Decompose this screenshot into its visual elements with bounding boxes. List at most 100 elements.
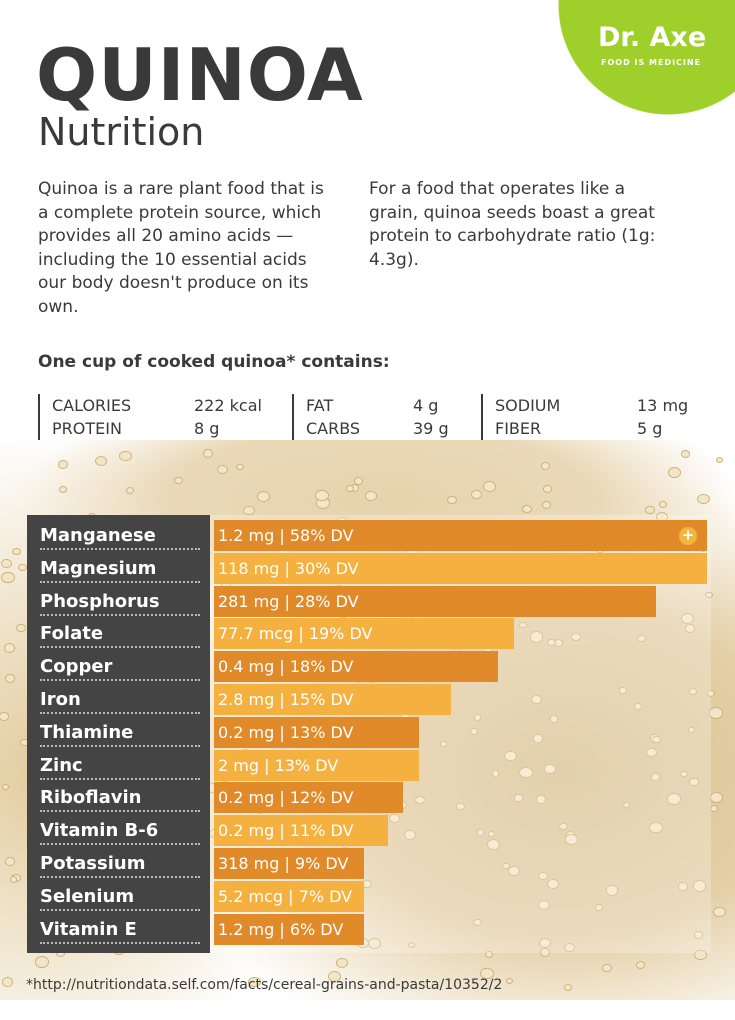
bar: 318 mg | 9% DV <box>214 848 364 879</box>
quinoa-seed <box>651 773 660 780</box>
quinoa-seed <box>596 905 603 911</box>
bar: 118 mg | 30% DV <box>214 552 707 584</box>
quinoa-seed <box>698 494 709 504</box>
bar: 77.7 mcg | 19% DV <box>214 618 514 650</box>
fact-label: SODIUM <box>495 396 561 415</box>
quinoa-seed <box>13 548 21 555</box>
plus-icon[interactable]: + <box>679 527 697 545</box>
bar: 2 mg | 13% DV <box>214 749 420 781</box>
category-label: Potassium <box>40 845 200 878</box>
fact-label: CALORIES <box>52 396 132 415</box>
quinoa-seed <box>337 959 348 968</box>
category-label: Riboflavin <box>40 779 200 813</box>
quinoa-seed <box>402 713 409 719</box>
quinoa-seed <box>606 886 618 895</box>
quinoa-seed <box>12 874 20 881</box>
category-label: Thiamine <box>40 714 200 747</box>
quinoa-seed <box>536 795 546 803</box>
quinoa-seed <box>565 985 572 990</box>
category-label: Copper <box>40 648 200 682</box>
quinoa-seed <box>659 502 667 508</box>
quinoa-seed <box>237 464 243 470</box>
quinoa-seed <box>17 624 25 631</box>
quinoa-seed <box>530 632 542 642</box>
quinoa-seed <box>548 879 558 888</box>
category-label: Vitamin E <box>40 911 200 944</box>
quinoa-seed <box>350 484 359 491</box>
quinoa-seed <box>636 961 645 969</box>
quinoa-seed <box>695 932 702 938</box>
quinoa-seed <box>543 486 552 493</box>
quinoa-seed <box>472 491 481 499</box>
quinoa-seed <box>681 771 688 777</box>
quinoa-seed <box>483 482 496 492</box>
data-label: 0.2 mg | 11% DV <box>218 821 354 841</box>
quinoa-seed <box>329 972 341 982</box>
quinoa-seed <box>474 919 481 925</box>
quinoa-seed <box>653 736 661 743</box>
quinoa-seed <box>404 831 415 840</box>
quinoa-seed <box>711 805 718 811</box>
quinoa-seed <box>316 490 328 501</box>
quinoa-seed <box>471 729 478 735</box>
quinoa-seed <box>538 872 548 880</box>
quinoa-seed <box>554 639 563 646</box>
quinoa-seed <box>486 951 493 957</box>
fact-label: FIBER <box>495 419 542 438</box>
bar: 2.8 mg | 15% DV <box>214 684 451 715</box>
quinoa-seed <box>354 478 362 484</box>
logo-name: Dr. Axe <box>598 22 707 53</box>
quinoa-seed <box>505 751 516 761</box>
quinoa-seed <box>488 840 500 850</box>
quinoa-seed <box>203 450 212 457</box>
quinoa-seed <box>706 592 712 598</box>
fact-label: CARBS <box>306 419 361 438</box>
quinoa-seed <box>668 468 680 477</box>
quinoa-seed <box>244 506 254 515</box>
dr-axe-logo[interactable]: Dr. Axe FOOD IS MEDICINE <box>558 0 735 116</box>
source-citation: *http://nutritiondata.self.com/facts/cer… <box>26 977 503 993</box>
category-label: Manganese <box>40 517 200 550</box>
category-label: Zinc <box>40 747 200 780</box>
quinoa-seed <box>685 625 694 632</box>
fact-value: 39 g <box>413 419 449 438</box>
quinoa-seed <box>346 485 353 491</box>
quinoa-seed <box>208 784 217 792</box>
quinoa-seed <box>508 866 519 875</box>
quinoa-seed <box>409 943 415 948</box>
quinoa-seed <box>539 939 550 948</box>
quinoa-seed <box>572 634 580 641</box>
fact-label: PROTEIN <box>52 419 122 438</box>
quinoa-seed <box>634 704 642 710</box>
data-label: 2.8 mg | 15% DV <box>218 690 354 709</box>
quinoa-seed <box>714 908 725 917</box>
quinoa-seed <box>20 739 28 746</box>
data-label: 1.2 mg | 58% DV <box>218 526 354 545</box>
quinoa-seed <box>667 794 680 804</box>
intro-left: Quinoa is a rare plant food that is a co… <box>38 179 324 317</box>
data-label: 0.4 mg | 18% DV <box>218 657 354 677</box>
quinoa-seed <box>520 622 526 627</box>
facts-group-3: SODIUM 13 mg FIBER 5 g <box>481 394 711 440</box>
quinoa-seed <box>415 796 424 803</box>
quinoa-seed <box>58 461 68 469</box>
quinoa-seed <box>567 832 575 838</box>
quinoa-seed <box>221 581 231 588</box>
quinoa-seed <box>2 978 13 986</box>
quinoa-seed <box>709 708 722 718</box>
quinoa-seed <box>506 978 512 983</box>
fact-label: FAT <box>306 396 334 415</box>
fact-value: 222 kcal <box>194 396 262 415</box>
data-label: 281 mg | 28% DV <box>218 591 359 611</box>
quinoa-seed <box>481 968 493 978</box>
category-label: Folate <box>40 615 200 649</box>
quinoa-seed <box>716 457 723 462</box>
quinoa-seed <box>0 713 9 720</box>
page-subtitle: Nutrition <box>38 110 205 154</box>
quinoa-seed <box>690 778 698 785</box>
page-title: QUINOA <box>36 33 364 117</box>
quinoa-seed <box>681 613 693 623</box>
quinoa-seed <box>503 863 509 868</box>
quinoa-seed <box>2 559 12 568</box>
bar: 0.4 mg | 18% DV <box>214 651 498 683</box>
